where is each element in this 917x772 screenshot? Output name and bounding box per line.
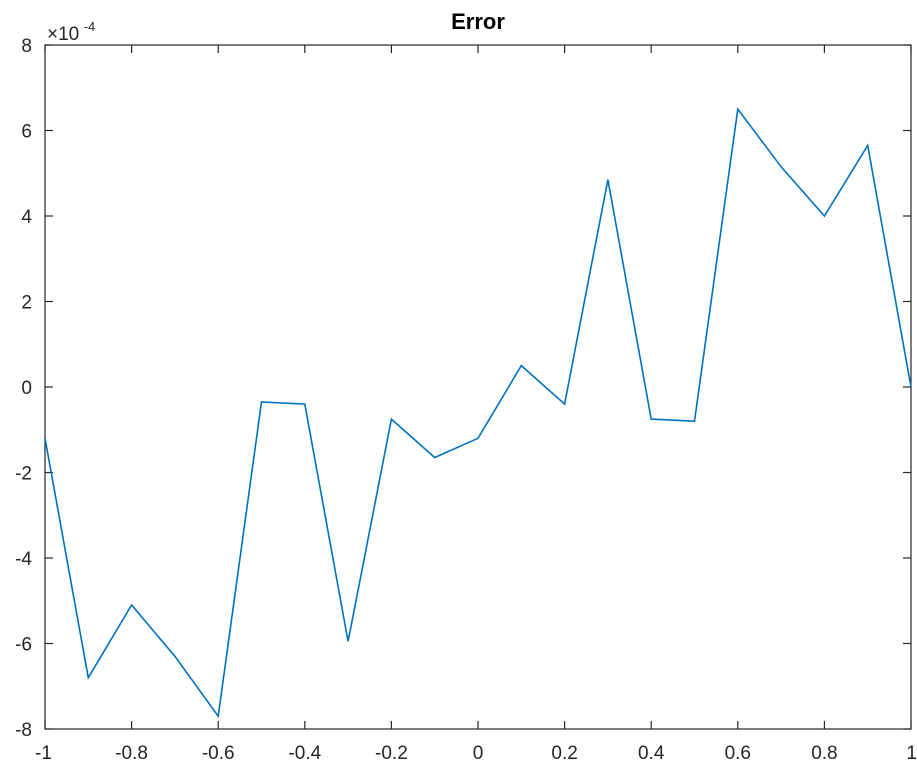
y-tick-label: -4 [15, 549, 32, 570]
y-tick-label: -6 [15, 635, 32, 656]
chart-title: Error [451, 9, 505, 34]
x-tick-label: -0.2 [375, 743, 408, 764]
x-tick-label: -0.8 [115, 743, 148, 764]
axis-ticks [44, 44, 912, 730]
x-tick-label: 0 [473, 743, 484, 764]
x-tick-label: 0.6 [725, 743, 751, 764]
plot-area-frame [44, 44, 912, 730]
y-scale-factor: ×10 [47, 24, 79, 45]
y-scale-exponent-label: ×10 -4 [47, 19, 95, 45]
y-tick-label: 0 [21, 378, 32, 399]
y-tick-label: -2 [15, 464, 32, 485]
x-tick-label: 0.4 [638, 743, 665, 764]
y-tick-label: 6 [21, 122, 32, 143]
data-series [44, 107, 912, 719]
x-tick-label: 1 [906, 743, 917, 764]
x-tick-label: -0.6 [202, 743, 235, 764]
x-tick-label: -0.4 [288, 743, 321, 764]
x-tick-label: 0.2 [551, 743, 577, 764]
y-tick-label: 4 [21, 207, 32, 228]
y-tick-labels: -8 -6 -4 -2 0 2 4 6 8 [15, 36, 32, 741]
y-scale-exponent: -4 [84, 19, 96, 34]
x-tick-label: -1 [35, 743, 52, 764]
y-tick-label: 8 [21, 36, 32, 57]
x-tick-labels: -1 -0.8 -0.6 -0.4 -0.2 0 0.2 0.4 0.6 0.8 1 [35, 743, 917, 764]
series-line [44, 107, 912, 719]
x-tick-label: 0.8 [811, 743, 837, 764]
y-tick-label: 2 [21, 293, 32, 314]
y-tick-label: -8 [15, 720, 32, 741]
